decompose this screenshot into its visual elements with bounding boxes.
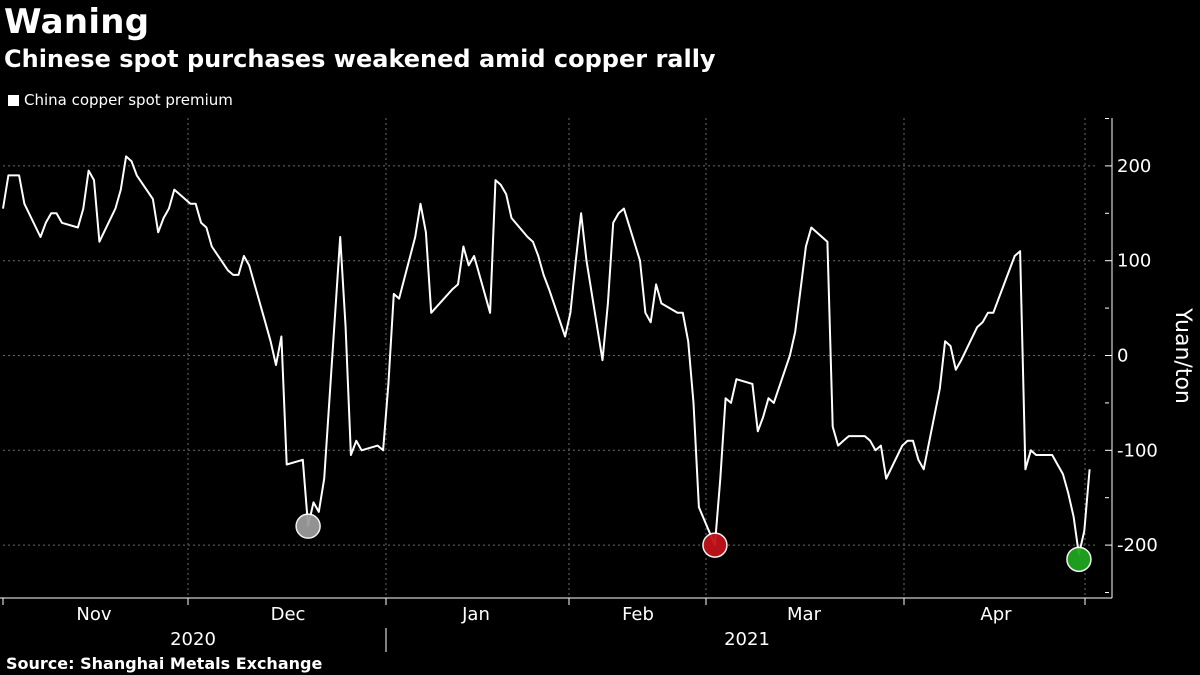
axis-labels: 200 100 0 -100 -200 Yuan/ton Nov Dec Jan Feb Mar Ap… xyxy=(76,156,1195,650)
x-month-label: Nov xyxy=(76,604,111,625)
highlight-markers xyxy=(295,513,1092,573)
highlight-marker xyxy=(702,532,728,558)
y-tick-label: -200 xyxy=(1117,535,1158,556)
chart-subtitle: Chinese spot purchases weakened amid cop… xyxy=(4,45,716,73)
legend-label: China copper spot premium xyxy=(24,91,233,109)
chart-title: Waning xyxy=(4,2,150,42)
highlight-marker xyxy=(1066,546,1092,573)
source-note: Source: Shanghai Metals Exchange xyxy=(6,654,323,673)
x-year-label: 2020 xyxy=(170,629,216,650)
x-month-label: Jan xyxy=(461,604,490,625)
x-month-label: Feb xyxy=(622,604,654,625)
series-line xyxy=(2,155,1091,556)
legend: China copper spot premium xyxy=(8,91,233,109)
x-year-label: 2021 xyxy=(724,629,770,650)
highlight-marker xyxy=(295,513,321,539)
y-tick-label: 200 xyxy=(1117,156,1151,177)
x-month-label: Mar xyxy=(787,604,822,625)
x-month-label: Dec xyxy=(271,604,306,625)
axes xyxy=(0,118,1113,652)
y-tick-label: 0 xyxy=(1117,346,1128,367)
y-axis-title: Yuan/ton xyxy=(1170,307,1195,404)
y-tick-label: 100 xyxy=(1117,251,1151,272)
series-layer xyxy=(2,155,1091,556)
legend-swatch xyxy=(8,94,19,106)
gridlines xyxy=(3,118,1095,598)
y-tick-label: -100 xyxy=(1117,440,1158,461)
x-month-label: Apr xyxy=(980,604,1012,625)
